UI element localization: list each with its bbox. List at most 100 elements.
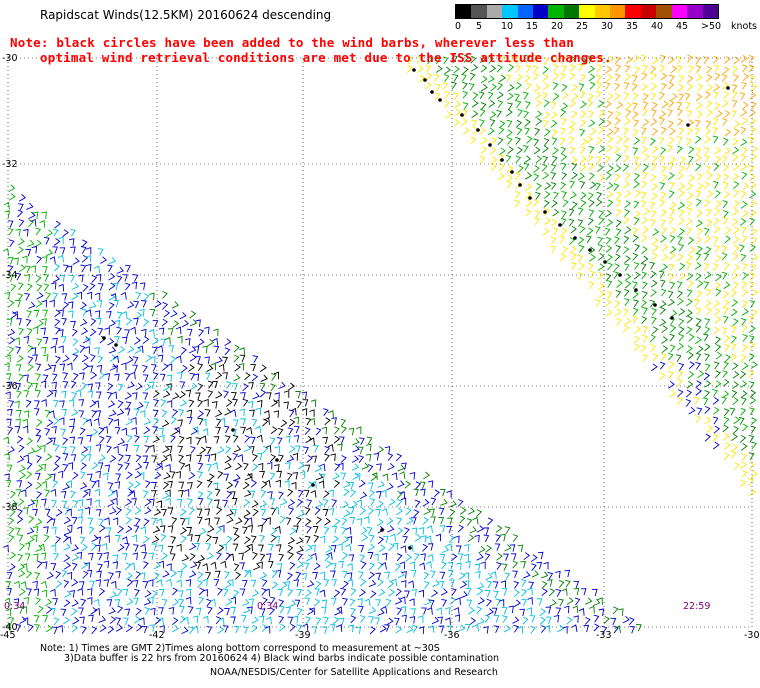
wind-barb: [106, 391, 113, 400]
wind-barb: [472, 516, 479, 525]
wind-barb: [748, 353, 755, 362]
wind-barb: [275, 544, 282, 552]
wind-barb: [150, 490, 157, 498]
wind-barb: [17, 534, 24, 542]
wind-barb: [660, 209, 668, 217]
wind-barb: [28, 447, 36, 455]
wind-barb: [498, 147, 506, 156]
wind-barb: [670, 65, 678, 74]
wind-barb: [669, 156, 677, 164]
wind-barb: [740, 317, 747, 326]
wind-barb: [328, 508, 335, 516]
wind-barb: [109, 507, 117, 515]
wind-barb: [142, 535, 150, 544]
wind-barb: [650, 210, 657, 218]
wind-barb: [749, 91, 757, 100]
wind-barb: [685, 101, 692, 110]
wind-barb: [610, 617, 617, 626]
wind-barb: [396, 553, 403, 562]
wind-barb: [50, 544, 57, 552]
wind-barb: [276, 470, 282, 479]
wind-barb: [561, 246, 568, 255]
wind-barb: [658, 372, 666, 380]
wind-barb: [262, 445, 269, 454]
wind-barb: [178, 481, 185, 489]
wind-barb: [714, 244, 720, 253]
wind-barb: [512, 534, 519, 542]
wind-barb: [288, 418, 296, 427]
wind-barb: [678, 93, 685, 102]
wind-barb: [569, 55, 576, 64]
wind-barb: [454, 108, 462, 117]
wind-barb: [369, 562, 375, 571]
wind-barb: [251, 373, 259, 382]
wind-barb: [558, 598, 564, 607]
wind-barb: [422, 517, 429, 525]
wind-barb: [732, 252, 739, 261]
wind-barb: [230, 606, 236, 615]
wind-barb: [428, 599, 435, 608]
wind-barb: [722, 432, 730, 441]
wind-barb: [550, 236, 557, 245]
wind-barb: [494, 543, 501, 551]
wind-barb: [196, 516, 203, 525]
wind-barb: [27, 327, 33, 336]
wind-barb: [112, 517, 119, 526]
wind-barb: [455, 597, 461, 605]
wind-barb: [302, 399, 309, 407]
wind-barb: [27, 363, 34, 372]
wind-barb: [377, 608, 385, 616]
wind-barb: [695, 190, 702, 199]
wind-barb: [396, 517, 403, 526]
wind-barb: [78, 607, 84, 615]
wind-barb: [449, 500, 457, 508]
wind-barb: [141, 551, 148, 560]
wind-barb: [442, 81, 449, 90]
wind-barb: [722, 370, 728, 378]
wind-barb: [66, 508, 72, 517]
wind-barb: [51, 381, 57, 390]
wind-barb: [566, 616, 573, 625]
wind-barb: [712, 117, 719, 126]
wind-barb: [506, 165, 514, 173]
wind-barb: [19, 264, 26, 273]
wind-barb: [49, 607, 56, 616]
wind-barb: [568, 100, 576, 108]
wind-barb: [116, 588, 123, 597]
wind-barb: [141, 625, 148, 634]
wind-barb: [696, 198, 702, 207]
wind-barb: [642, 93, 649, 102]
wind-barb: [224, 462, 232, 470]
wind-barb: [179, 435, 185, 444]
wind-barb: [225, 598, 233, 606]
wind-barb: [189, 310, 197, 319]
wind-barb: [741, 209, 749, 218]
wind-barb: [295, 571, 302, 580]
wind-barb: [252, 551, 258, 560]
wind-barb: [306, 455, 313, 463]
wind-barb: [606, 254, 613, 262]
wind-barb: [669, 344, 676, 353]
wind-barb: [5, 391, 11, 400]
wind-barb: [668, 216, 674, 225]
wind-barb: [642, 118, 650, 127]
legend-swatch: [594, 5, 611, 18]
wind-barb: [288, 499, 296, 507]
wind-barb: [26, 437, 33, 446]
wind-barb: [189, 542, 197, 551]
wind-barb: [339, 436, 345, 444]
wind-barb: [296, 588, 302, 597]
wind-barb: [732, 281, 739, 290]
wind-barb: [278, 615, 285, 624]
wind-barb: [108, 257, 117, 265]
wind-barb: [95, 470, 101, 479]
wind-barb: [615, 199, 622, 208]
wind-barb: [314, 464, 323, 473]
legend-tick-label: 5: [476, 21, 483, 32]
wind-barb: [125, 572, 133, 580]
wind-barb: [217, 607, 224, 615]
wind-barb: [279, 498, 288, 506]
wind-barb: [749, 244, 757, 252]
wind-barb: [42, 374, 49, 383]
wind-barb: [103, 560, 110, 569]
